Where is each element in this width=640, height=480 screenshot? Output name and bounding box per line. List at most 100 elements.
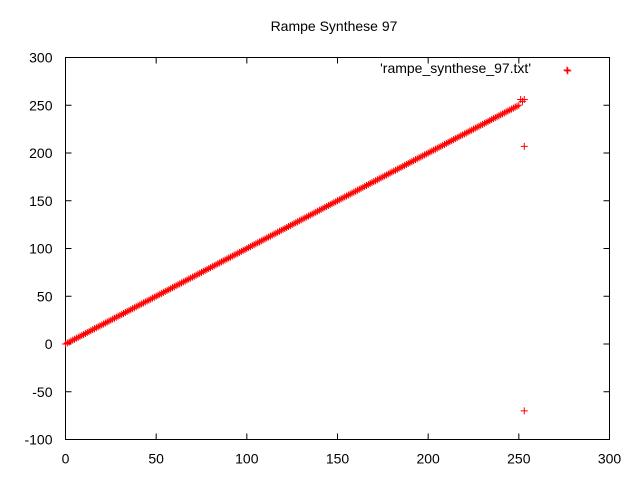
data-point bbox=[413, 155, 421, 163]
data-point bbox=[261, 235, 269, 243]
data-point bbox=[225, 254, 233, 262]
data-point bbox=[326, 201, 334, 209]
data-point bbox=[223, 255, 231, 263]
data-point bbox=[187, 274, 195, 282]
data-point bbox=[410, 157, 418, 165]
data-point bbox=[397, 163, 405, 171]
data-point bbox=[324, 202, 332, 210]
data-point bbox=[80, 330, 88, 338]
data-point bbox=[161, 287, 169, 295]
data-point bbox=[152, 292, 160, 300]
data-point-outlier bbox=[518, 97, 526, 105]
data-point bbox=[181, 277, 189, 285]
data-point bbox=[62, 340, 69, 348]
data-point bbox=[393, 165, 401, 173]
data-point bbox=[334, 197, 341, 205]
data-point bbox=[121, 308, 129, 316]
x-tick-label: 0 bbox=[62, 451, 70, 467]
data-point bbox=[179, 278, 187, 286]
data-point bbox=[306, 211, 314, 219]
x-tick-label: 150 bbox=[326, 451, 350, 467]
data-point bbox=[489, 115, 497, 123]
data-point bbox=[174, 281, 182, 289]
data-point bbox=[109, 315, 117, 323]
data-point bbox=[453, 134, 461, 142]
data-point bbox=[444, 138, 452, 146]
data-point bbox=[170, 283, 178, 291]
data-point bbox=[130, 304, 138, 312]
data-point bbox=[366, 180, 374, 188]
data-point bbox=[147, 295, 155, 303]
data-point bbox=[256, 238, 264, 246]
data-point bbox=[328, 200, 336, 208]
data-point bbox=[63, 339, 71, 347]
data-point bbox=[352, 187, 360, 195]
data-point bbox=[275, 227, 283, 235]
data-point bbox=[103, 318, 111, 326]
data-point bbox=[509, 104, 517, 112]
data-point bbox=[430, 146, 438, 154]
data-point bbox=[101, 319, 109, 327]
y-tick-label: 100 bbox=[29, 241, 53, 257]
data-point bbox=[125, 307, 133, 315]
data-point bbox=[94, 323, 102, 331]
data-point bbox=[92, 324, 100, 332]
data-point bbox=[78, 331, 86, 339]
data-point bbox=[285, 223, 293, 231]
data-point bbox=[312, 208, 320, 216]
data-point bbox=[475, 122, 483, 130]
data-point bbox=[228, 252, 236, 260]
data-point bbox=[382, 171, 390, 179]
data-point bbox=[216, 259, 224, 267]
data-point bbox=[145, 296, 153, 304]
data-point bbox=[132, 303, 140, 311]
data-point bbox=[91, 325, 99, 333]
data-point bbox=[219, 257, 227, 265]
data-point bbox=[368, 179, 376, 187]
data-point bbox=[350, 188, 358, 196]
data-point bbox=[361, 182, 369, 190]
data-point bbox=[114, 312, 122, 320]
y-tick-label: 50 bbox=[37, 288, 53, 304]
data-point bbox=[201, 266, 209, 274]
data-point bbox=[127, 306, 135, 314]
data-point bbox=[72, 334, 80, 342]
data-point bbox=[205, 265, 213, 273]
data-point bbox=[460, 130, 468, 138]
data-point bbox=[123, 308, 131, 316]
data-point bbox=[290, 220, 298, 228]
data-point bbox=[370, 178, 378, 186]
x-tick-label: 200 bbox=[416, 451, 440, 467]
data-point bbox=[286, 222, 294, 230]
data-point bbox=[428, 147, 436, 155]
data-point bbox=[266, 232, 274, 240]
data-point bbox=[154, 291, 162, 299]
data-point bbox=[399, 162, 407, 170]
data-point bbox=[112, 313, 120, 321]
data-point bbox=[315, 206, 323, 214]
data-point bbox=[134, 302, 142, 310]
data-point bbox=[89, 326, 97, 334]
data-point bbox=[332, 198, 340, 206]
data-point bbox=[138, 300, 146, 308]
data-point bbox=[515, 101, 523, 109]
data-point bbox=[508, 105, 516, 113]
data-point bbox=[348, 189, 356, 197]
data-point bbox=[301, 214, 309, 222]
y-tick-label: 300 bbox=[29, 50, 53, 66]
data-point bbox=[384, 170, 392, 178]
data-point bbox=[506, 106, 514, 114]
legend: 'rampe_synthese_97.txt' bbox=[380, 60, 571, 76]
data-point bbox=[241, 245, 249, 253]
data-point bbox=[339, 194, 347, 202]
data-point bbox=[232, 250, 240, 258]
data-point bbox=[341, 193, 349, 201]
data-point bbox=[415, 154, 423, 162]
data-point bbox=[321, 203, 329, 211]
data-point bbox=[433, 144, 441, 152]
data-point bbox=[303, 213, 311, 221]
data-point bbox=[451, 135, 459, 143]
data-point bbox=[355, 185, 363, 193]
data-point bbox=[299, 215, 307, 223]
